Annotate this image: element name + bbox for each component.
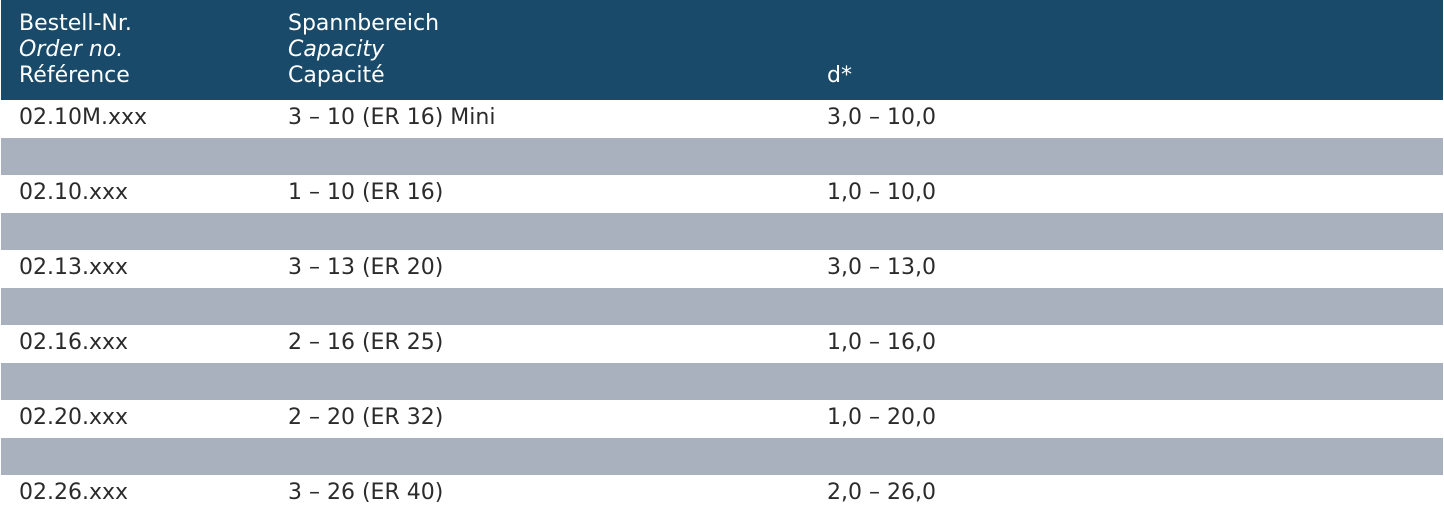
header-order-de: Bestell-Nr. <box>19 11 132 36</box>
d-value: 3,0 – 13,0 <box>827 255 936 280</box>
order-number: 02.26.xxx <box>19 480 129 505</box>
header-order-no: Bestell-Nr. Order no. Référence <box>19 11 132 89</box>
stripe-row <box>1 212 1443 250</box>
d-value: 2,0 – 26,0 <box>827 480 936 505</box>
header-capacity-de: Spannbereich <box>288 11 440 36</box>
header-capacity-en: Capacity <box>288 37 385 62</box>
capacity-value: 3 – 26 (ER 40) <box>288 480 444 505</box>
table-row: 02.10.xxx 1 – 10 (ER 16) 1,0 – 10,0 <box>1 175 1443 213</box>
table-row: 02.13.xxx 3 – 13 (ER 20) 3,0 – 13,0 <box>1 250 1443 288</box>
d-value: 1,0 – 16,0 <box>827 330 936 355</box>
d-value: 1,0 – 20,0 <box>827 405 936 430</box>
stripe-row <box>1 137 1443 175</box>
capacity-value: 1 – 10 (ER 16) <box>288 180 444 205</box>
header-order-fr: Référence <box>19 63 130 88</box>
table-row: 02.16.xxx 2 – 16 (ER 25) 1,0 – 16,0 <box>1 325 1443 363</box>
header-order-en: Order no. <box>19 37 124 62</box>
table-row: 02.20.xxx 2 – 20 (ER 32) 1,0 – 20,0 <box>1 400 1443 438</box>
order-number: 02.20.xxx <box>19 405 129 430</box>
capacity-value: 3 – 13 (ER 20) <box>288 255 444 280</box>
capacity-value: 2 – 16 (ER 25) <box>288 330 444 355</box>
stripe-row <box>1 437 1443 475</box>
stripe-row <box>1 287 1443 325</box>
d-value: 3,0 – 10,0 <box>827 105 936 130</box>
capacity-value: 2 – 20 (ER 32) <box>288 405 444 430</box>
order-number: 02.10M.xxx <box>19 105 148 130</box>
stripe-row <box>1 362 1443 400</box>
d-value: 1,0 – 10,0 <box>827 180 936 205</box>
order-number: 02.10.xxx <box>19 180 129 205</box>
table-row: 02.10M.xxx 3 – 10 (ER 16) Mini 3,0 – 10,… <box>1 100 1443 138</box>
table-row: 02.26.xxx 3 – 26 (ER 40) 2,0 – 26,0 <box>1 475 1443 513</box>
header-d: d* <box>827 63 852 88</box>
header-capacity-fr: Capacité <box>288 63 385 88</box>
order-number: 02.13.xxx <box>19 255 129 280</box>
order-number: 02.16.xxx <box>19 330 129 355</box>
table-header: Bestell-Nr. Order no. Référence Spannber… <box>1 0 1443 100</box>
capacity-value: 3 – 10 (ER 16) Mini <box>288 105 496 130</box>
header-capacity: Spannbereich Capacity Capacité <box>288 11 439 89</box>
